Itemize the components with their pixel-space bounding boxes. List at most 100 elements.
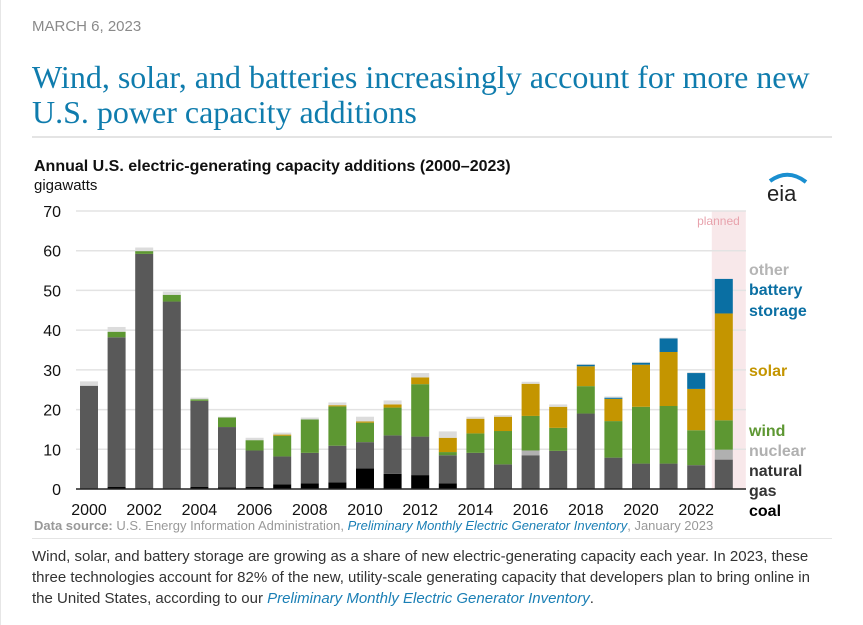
bar-segment-wind-2012 [411, 384, 430, 437]
bar-segment-coal-2008 [300, 483, 319, 489]
bar-segment-solar-2012 [411, 377, 430, 385]
bar-segment-wind-2013 [438, 452, 457, 456]
bar-segment-natural-gas-2003 [162, 301, 181, 489]
bar-segment-other-2005 [218, 416, 236, 418]
y-tick-label: 60 [43, 244, 61, 261]
bar-segment-solar-2014 [466, 418, 485, 434]
bar-segment-wind-2010 [356, 422, 374, 443]
x-tick-label: 2016 [513, 502, 549, 517]
bar-segment-other-2022 [687, 372, 706, 374]
bar-segment-wind-2004 [190, 399, 209, 401]
bar-segment-other-2008 [300, 417, 319, 420]
bar-segment-natural-gas-2020 [632, 463, 650, 489]
bar-segment-coal-2010 [356, 468, 374, 489]
y-tick-label: 20 [43, 403, 61, 420]
eia-logo: eia [766, 172, 810, 209]
bar-segment-wind-2023 [714, 420, 733, 450]
bar-segment-natural-gas-2010 [356, 442, 374, 469]
bar-segment-natural-gas-2011 [383, 435, 402, 474]
bar-segment-battery-storage-2023 [714, 278, 733, 314]
planned-label: planned [697, 214, 740, 228]
bar-segment-wind-2022 [687, 430, 706, 466]
legend-nuclear: nuclear [749, 443, 806, 460]
bar-segment-other-2010 [356, 416, 374, 422]
x-tick-label: 2000 [71, 502, 107, 517]
bar-segment-solar-2019 [604, 398, 623, 422]
chart: planned 0 10 20 30 40 50 60 70 2000 2002 2004 2006 20… [43, 204, 807, 517]
bar-segment-wind-2011 [383, 407, 402, 436]
bar-segment-coal-2009 [328, 482, 347, 489]
y-tick-label: 10 [43, 442, 61, 459]
x-tick-label: 2014 [458, 502, 494, 517]
y-tick-label: 70 [43, 204, 61, 221]
bar-segment-other-2013 [438, 431, 457, 438]
bar-segment-natural-gas-2005 [218, 427, 236, 488]
article-date: MARCH 6, 2023 [32, 18, 142, 35]
bar-segment-solar-2016 [521, 383, 540, 416]
legend-solar: solar [749, 363, 787, 380]
bar-segment-natural-gas-2019 [604, 457, 623, 489]
bar-segment-battery-storage-2021 [659, 338, 678, 352]
bar-segment-other-2017 [549, 404, 568, 407]
bar-segment-wind-2006 [245, 440, 264, 451]
bar-segment-natural-gas-2014 [466, 452, 485, 489]
bar-segment-wind-2002 [135, 251, 154, 254]
bar-segment-solar-2009 [328, 405, 347, 407]
bar-segment-natural-gas-2022 [687, 465, 706, 489]
bar-segment-wind-2005 [218, 417, 236, 428]
bar-segment-natural-gas-2015 [494, 464, 512, 489]
y-tick-label: 30 [43, 363, 61, 380]
bar-segment-natural-gas-2018 [576, 413, 595, 489]
bar-segment-wind-2020 [632, 406, 650, 464]
bar-segment-other-2004 [190, 397, 209, 400]
bar-segment-other-2001 [107, 326, 126, 332]
x-tick-label: 2022 [678, 502, 714, 517]
bar-segment-solar-2017 [549, 406, 568, 428]
y-tick-label: 40 [43, 323, 61, 340]
bar-segment-solar-2010 [356, 421, 374, 423]
bar-segment-other-2019 [604, 396, 623, 398]
x-tick-label: 2004 [182, 502, 218, 517]
legend-wind: wind [748, 423, 785, 440]
bar-segment-natural-gas-2008 [300, 452, 319, 484]
bar-segment-other-2020 [632, 361, 650, 363]
bar-segment-natural-gas-2004 [190, 400, 209, 488]
bar-segment-natural-gas-2016 [521, 455, 540, 489]
bar-segment-wind-2017 [549, 427, 568, 451]
divider [32, 136, 832, 138]
bar-segment-other-2002 [135, 247, 154, 252]
bar-segment-coal-2004 [190, 487, 209, 489]
divider [32, 538, 832, 539]
bar-segment-wind-2014 [466, 433, 485, 453]
source-link[interactable]: Preliminary Monthly Electric Generator I… [347, 518, 628, 533]
chart-units: gigawatts [34, 177, 98, 194]
bar-segment-solar-2023 [714, 313, 733, 421]
bar-segment-natural-gas-2013 [438, 455, 457, 484]
bar-segment-other-2011 [383, 400, 402, 405]
bar-segment-wind-2001 [107, 331, 126, 338]
bar-segment-coal-2006 [245, 487, 264, 489]
bar-segment-natural-gas-2006 [245, 450, 264, 488]
inventory-link[interactable]: Preliminary Monthly Electric Generator I… [267, 590, 590, 607]
bar-segment-other-2007 [273, 432, 292, 435]
bar-segment-solar-2021 [659, 351, 678, 406]
bar-segment-natural-gas-2023 [714, 459, 733, 489]
bar-segment-battery-storage-2018 [576, 364, 595, 367]
bar-segment-natural-gas-2007 [273, 456, 292, 485]
bar-segment-solar-2007 [273, 434, 292, 436]
bar-segment-wind-2016 [521, 415, 540, 451]
x-tick-label: 2002 [126, 502, 162, 517]
bar-segment-battery-storage-2022 [687, 373, 706, 389]
legend-battery-storage: storage [749, 303, 807, 320]
bar-segment-battery-storage-2019 [604, 397, 623, 399]
data-source: Data source: U.S. Energy Information Adm… [34, 518, 714, 533]
legend-battery-storage: battery [749, 282, 802, 299]
bar-segment-other-2021 [659, 337, 678, 339]
x-tick-label: 2010 [347, 502, 383, 517]
bar-segment-other-2014 [466, 416, 485, 419]
y-tick-label: 0 [52, 482, 61, 499]
bar-segment-natural-gas-2002 [135, 253, 154, 489]
x-tick-label: 2006 [237, 502, 273, 517]
headline: Wind, solar, and batteries increasingly … [32, 59, 810, 130]
